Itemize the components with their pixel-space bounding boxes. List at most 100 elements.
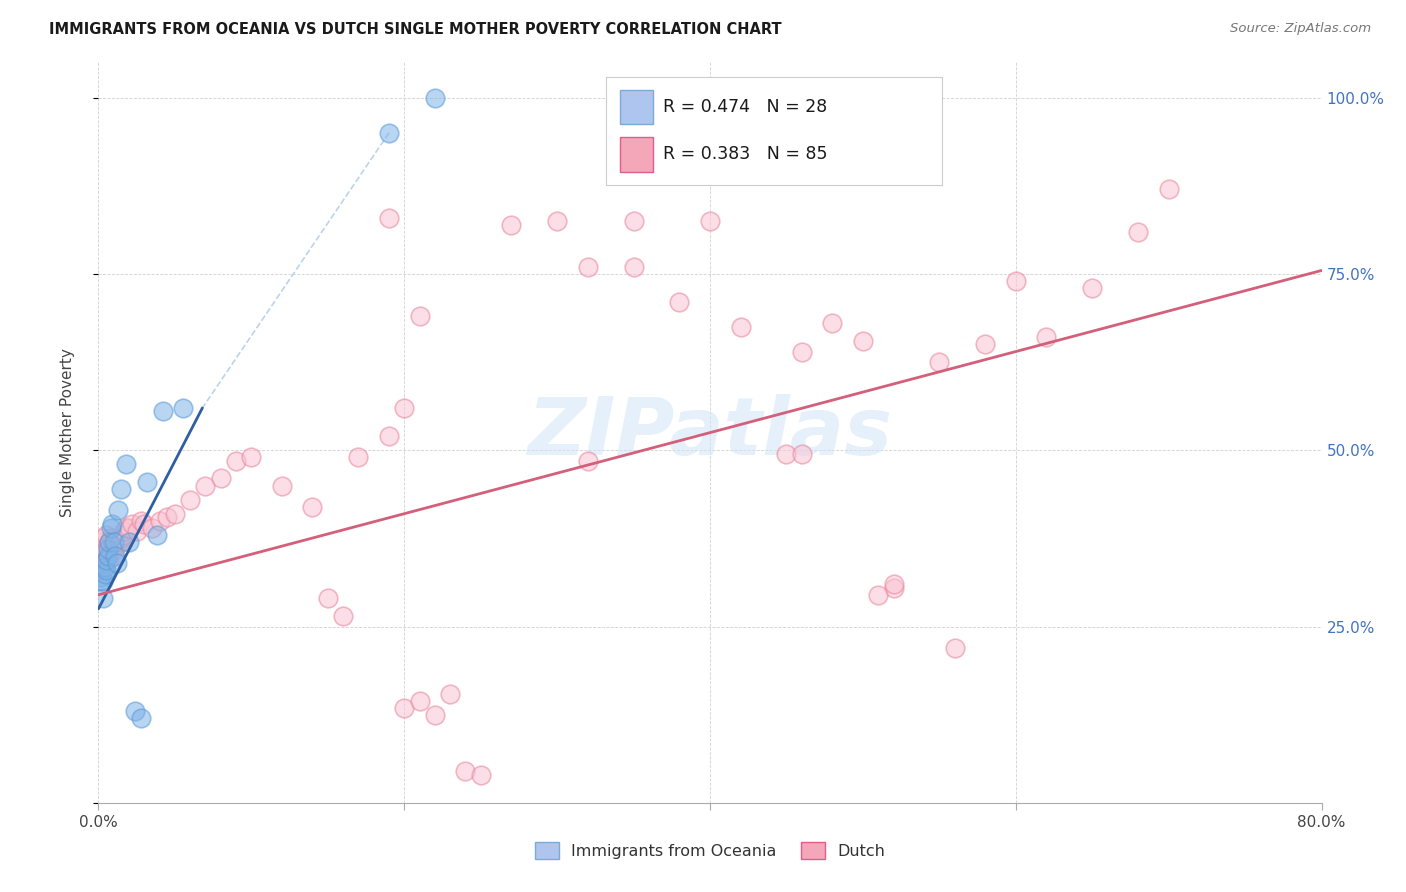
Point bbox=[141, 521, 163, 535]
Point bbox=[1081, 281, 1104, 295]
Point bbox=[156, 510, 179, 524]
Point bbox=[576, 454, 599, 468]
Point bbox=[378, 429, 401, 443]
Point bbox=[668, 295, 690, 310]
Point bbox=[89, 574, 111, 588]
Point bbox=[115, 458, 138, 472]
Point bbox=[94, 563, 117, 577]
Point bbox=[378, 126, 401, 140]
Point bbox=[454, 764, 477, 778]
Point bbox=[883, 581, 905, 595]
Point bbox=[775, 447, 797, 461]
Point bbox=[470, 767, 492, 781]
Point bbox=[93, 559, 115, 574]
Point bbox=[105, 538, 128, 552]
Point bbox=[94, 541, 117, 556]
Point bbox=[378, 211, 401, 225]
Point bbox=[105, 556, 128, 570]
Point bbox=[124, 704, 146, 718]
Point bbox=[107, 503, 129, 517]
Point bbox=[145, 528, 167, 542]
Point bbox=[98, 535, 121, 549]
Point bbox=[790, 344, 813, 359]
Point bbox=[136, 475, 159, 489]
Point bbox=[152, 404, 174, 418]
Legend: Immigrants from Oceania, Dutch: Immigrants from Oceania, Dutch bbox=[529, 836, 891, 865]
Point bbox=[101, 517, 124, 532]
Point bbox=[1128, 225, 1150, 239]
Point bbox=[423, 91, 446, 105]
Point bbox=[100, 521, 122, 535]
Point bbox=[98, 535, 121, 549]
Point bbox=[301, 500, 323, 514]
Point bbox=[821, 316, 844, 330]
Point bbox=[94, 556, 117, 570]
Point bbox=[1157, 182, 1180, 196]
Point bbox=[103, 549, 125, 563]
Point bbox=[112, 524, 135, 539]
Text: ZIPatlas: ZIPatlas bbox=[527, 393, 893, 472]
Point bbox=[501, 218, 523, 232]
Point bbox=[225, 454, 247, 468]
Point bbox=[852, 334, 875, 348]
Point bbox=[163, 507, 186, 521]
Point bbox=[392, 401, 416, 415]
Point bbox=[110, 482, 132, 496]
Point bbox=[111, 528, 134, 542]
Point bbox=[91, 591, 114, 606]
Point bbox=[118, 521, 141, 535]
Point bbox=[347, 450, 370, 465]
Point bbox=[108, 535, 131, 549]
Point bbox=[332, 609, 354, 624]
Point bbox=[115, 521, 138, 535]
Point bbox=[110, 532, 132, 546]
Text: Source: ZipAtlas.com: Source: ZipAtlas.com bbox=[1230, 22, 1371, 36]
Point bbox=[943, 640, 966, 655]
Point bbox=[125, 524, 148, 539]
Point bbox=[928, 355, 950, 369]
Point bbox=[101, 545, 124, 559]
Point bbox=[129, 711, 152, 725]
Point bbox=[97, 552, 120, 566]
Point bbox=[94, 552, 117, 566]
Point bbox=[100, 532, 122, 546]
Point bbox=[98, 549, 121, 563]
Point bbox=[408, 310, 430, 324]
Point bbox=[89, 556, 111, 570]
Point bbox=[94, 528, 117, 542]
Point bbox=[172, 401, 194, 415]
Text: IMMIGRANTS FROM OCEANIA VS DUTCH SINGLE MOTHER POVERTY CORRELATION CHART: IMMIGRANTS FROM OCEANIA VS DUTCH SINGLE … bbox=[49, 22, 782, 37]
Point bbox=[91, 541, 114, 556]
Point bbox=[97, 541, 120, 556]
Point bbox=[134, 517, 156, 532]
Point bbox=[100, 545, 122, 559]
Point bbox=[209, 471, 232, 485]
Point bbox=[93, 559, 115, 574]
Point bbox=[392, 700, 416, 714]
Point bbox=[439, 686, 461, 700]
Point bbox=[104, 535, 127, 549]
Point bbox=[423, 707, 446, 722]
Point bbox=[91, 574, 114, 588]
Point bbox=[93, 545, 115, 559]
Point bbox=[103, 538, 125, 552]
Point bbox=[90, 549, 112, 563]
Point bbox=[107, 532, 129, 546]
Point bbox=[623, 214, 645, 228]
Point bbox=[97, 549, 120, 563]
Point bbox=[1004, 274, 1026, 288]
Point bbox=[699, 214, 721, 228]
Point bbox=[974, 337, 997, 351]
Point bbox=[90, 570, 112, 584]
Point bbox=[103, 535, 125, 549]
Point bbox=[1035, 330, 1057, 344]
Point bbox=[316, 591, 339, 606]
Point bbox=[790, 447, 813, 461]
Point bbox=[868, 588, 890, 602]
Point bbox=[883, 577, 905, 591]
Point bbox=[118, 535, 141, 549]
Point bbox=[93, 566, 115, 581]
Point bbox=[240, 450, 263, 465]
Point bbox=[129, 514, 152, 528]
Point bbox=[101, 535, 124, 549]
